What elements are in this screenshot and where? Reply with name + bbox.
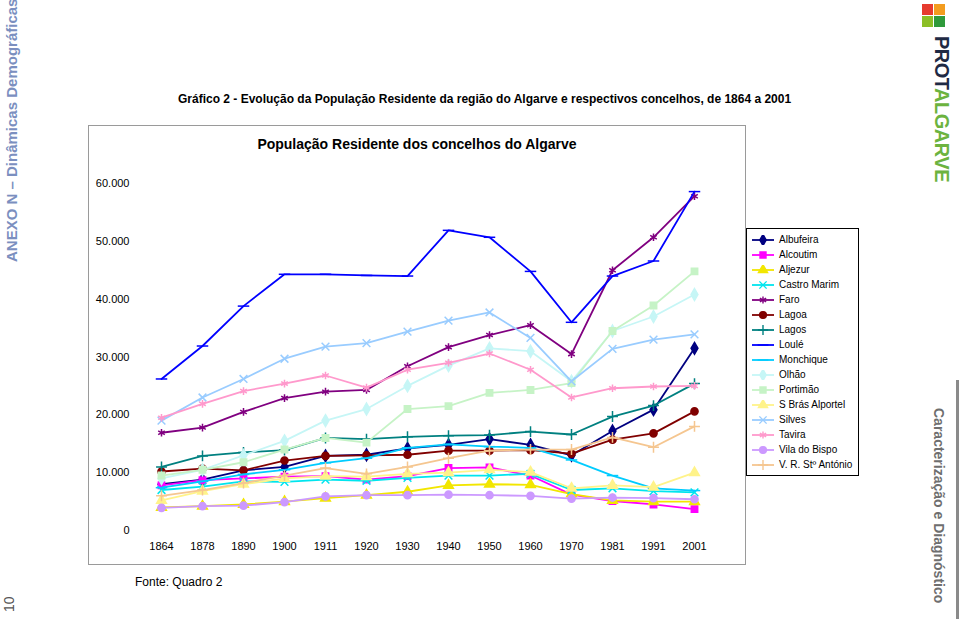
svg-text:10.000: 10.000 [96, 466, 130, 478]
html-text:Monchique: Monchique [779, 354, 828, 365]
html-text:Albufeira: Albufeira [779, 234, 819, 245]
svg-text:20.000: 20.000 [96, 408, 130, 420]
html-text:V. R. Stº António: V. R. Stº António [779, 459, 853, 470]
svg-text:1911: 1911 [314, 540, 338, 552]
html-text:Caracterização e Diagnóstico: Caracterização e Diagnóstico [931, 408, 947, 604]
html-text:População Residente dos concel: População Residente dos concelhos do Alg… [257, 136, 577, 152]
svg-text:1940: 1940 [436, 540, 460, 552]
html-text:Lagoa: Lagoa [779, 309, 807, 320]
html-text:ALGARVE: ALGARVE [931, 88, 953, 182]
html-text:Fonte: Quadro 2: Fonte: Quadro 2 [135, 575, 223, 589]
svg-text:1920: 1920 [354, 540, 378, 552]
html-text:Alcoutim: Alcoutim [779, 249, 818, 260]
svg-text:1970: 1970 [559, 540, 583, 552]
html-text:Tavira: Tavira [779, 429, 806, 440]
svg-text:1878: 1878 [190, 540, 214, 552]
svg-text:40.000: 40.000 [96, 293, 130, 305]
svg-text:1900: 1900 [272, 540, 296, 552]
html-text:Portimão: Portimão [779, 384, 819, 395]
html-text:S Brás Alportel: S Brás Alportel [779, 399, 846, 410]
svg-text:30.000: 30.000 [96, 351, 130, 363]
html-text:Gráfico 2 - Evolução da Popula: Gráfico 2 - Evolução da População Reside… [178, 92, 792, 106]
svg-text:0: 0 [123, 524, 129, 536]
html-text:Lagos: Lagos [779, 324, 807, 335]
svg-text:50.000: 50.000 [96, 235, 130, 247]
svg-text:1950: 1950 [477, 540, 501, 552]
svg-text:1890: 1890 [231, 540, 255, 552]
html-text:Olhão: Olhão [779, 369, 806, 380]
html-text:Vila do Bispo: Vila do Bispo [779, 444, 838, 455]
svg-text:60.000: 60.000 [96, 177, 130, 189]
html-text:PROT: PROT [931, 36, 953, 89]
html-text:Faro: Faro [779, 294, 800, 305]
html-text:Aljezur: Aljezur [779, 264, 810, 275]
svg-text:1864: 1864 [149, 540, 173, 552]
svg-text:2001: 2001 [682, 540, 706, 552]
svg-text:1930: 1930 [395, 540, 419, 552]
html-text:Castro Marim: Castro Marim [779, 279, 839, 290]
svg-text:1960: 1960 [518, 540, 542, 552]
html-text:10: 10 [1, 596, 17, 612]
svg-text:1981: 1981 [600, 540, 624, 552]
html-text:Silves: Silves [779, 414, 806, 425]
svg-text:1991: 1991 [641, 540, 665, 552]
html-text:Loulé: Loulé [779, 339, 804, 350]
